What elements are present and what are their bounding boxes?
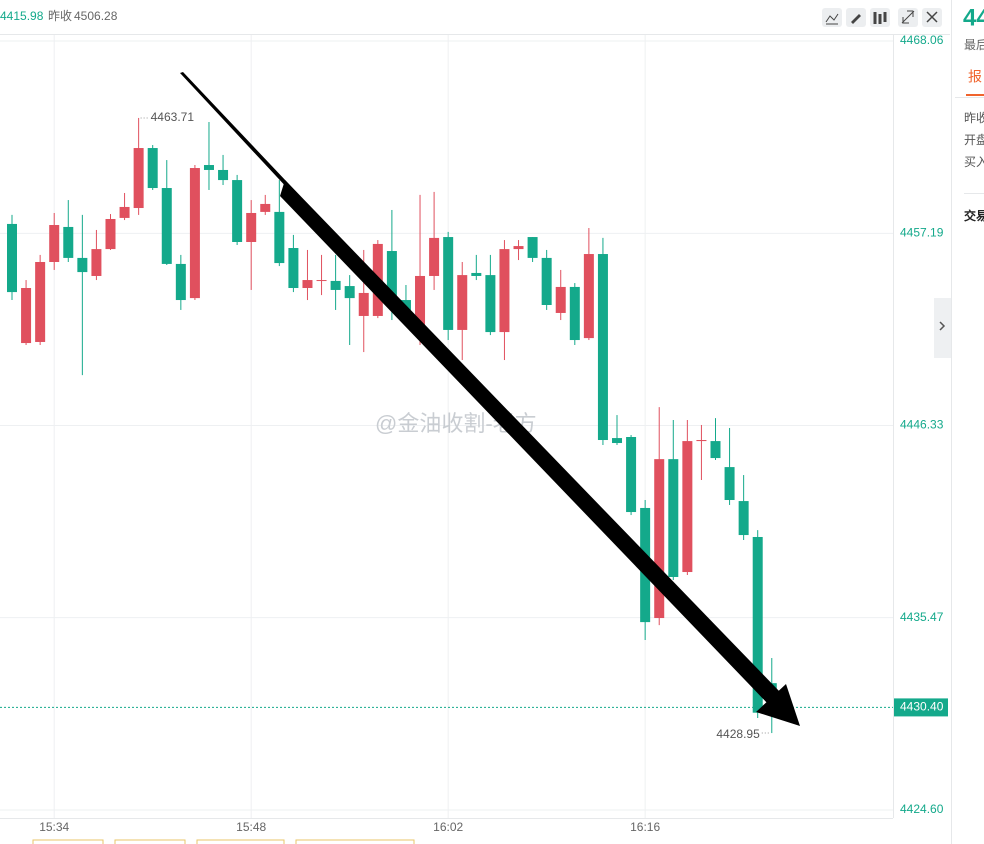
candle-body	[7, 223, 17, 293]
panel-row: 开盘	[964, 132, 984, 147]
y-tick-label: 4457.19	[900, 225, 944, 239]
candle-body	[654, 459, 665, 619]
candle-body	[386, 251, 397, 301]
tool-icon	[825, 13, 839, 25]
candle-body	[668, 459, 679, 577]
candle-body	[443, 237, 454, 330]
candle-body	[147, 148, 158, 189]
candle-body	[218, 169, 229, 181]
candle-body	[612, 438, 623, 444]
candle-body	[527, 237, 538, 258]
y-tick-label: 4424.60	[900, 802, 944, 816]
candle-body	[203, 165, 214, 170]
candle-body	[682, 441, 693, 573]
candle-body	[724, 467, 735, 501]
candle-body	[260, 203, 271, 212]
candle-body	[499, 249, 510, 333]
candle-body	[316, 280, 327, 282]
candle-body	[710, 441, 721, 459]
candle-body	[471, 272, 482, 276]
candle-body	[49, 225, 60, 262]
candle-body	[189, 168, 200, 299]
arrow-head	[756, 684, 800, 726]
y-tick-label: 4468.06	[900, 33, 944, 47]
candle-body	[429, 237, 440, 276]
candle-body	[119, 206, 130, 218]
tool-icon	[851, 14, 861, 24]
high-label: 4463.71	[151, 110, 195, 124]
candle-body	[738, 501, 749, 536]
arrow-shaft-thick	[280, 180, 780, 706]
panel-row: 昨收	[964, 111, 984, 125]
bottom-tab[interactable]	[32, 839, 104, 844]
panel-row: 买入	[964, 155, 984, 169]
panel-section: 交易	[964, 208, 984, 223]
candle-body	[21, 288, 32, 344]
y-tick-label: 4435.47	[900, 610, 944, 624]
low-label: 4428.95	[716, 727, 760, 741]
last-price-box	[894, 698, 948, 717]
header-price: 4415.98	[0, 9, 44, 23]
candle-body	[415, 275, 426, 330]
candle-body	[344, 286, 355, 299]
candle-body	[358, 292, 369, 316]
side-panel: 44 最后 报 昨收 开盘 买入 交易	[934, 4, 984, 358]
candle-body	[513, 246, 524, 250]
candle-body	[133, 148, 144, 209]
candle-body	[63, 226, 74, 258]
bottom-tab[interactable]	[114, 839, 186, 844]
candle-body	[35, 261, 46, 342]
bottom-tab[interactable]	[295, 839, 415, 844]
panel-sub: 最后	[964, 38, 984, 52]
candle-body	[457, 275, 468, 330]
x-tick-label: 15:48	[236, 820, 266, 834]
last-price-label: 4430.40	[900, 700, 944, 714]
candle-body	[232, 180, 243, 242]
candle-body	[569, 286, 580, 341]
candle-body	[555, 286, 566, 313]
tool-icon	[873, 12, 887, 24]
candle-body	[485, 275, 496, 333]
candle-body	[696, 440, 707, 442]
candle-body	[246, 212, 257, 242]
header-prev-close-label: 昨收	[48, 9, 72, 23]
candle-body	[161, 188, 172, 264]
x-tick-label: 16:02	[433, 820, 463, 834]
expand-icon	[939, 321, 946, 331]
tool-icon	[926, 11, 938, 23]
panel-tab[interactable]: 报	[968, 69, 982, 85]
candle-body	[583, 254, 594, 339]
candle-body	[91, 249, 102, 276]
toolbar	[822, 8, 942, 27]
candle-body	[541, 257, 552, 305]
tool-icon	[901, 10, 915, 24]
candle-body	[597, 254, 608, 441]
candle-body	[626, 437, 637, 513]
trend-arrow	[180, 72, 800, 726]
candle-body	[330, 280, 341, 290]
x-tick-label: 15:34	[39, 820, 69, 834]
header-prev-close: 4506.28	[74, 9, 118, 23]
bottom-tab[interactable]	[196, 839, 285, 844]
candle-body	[400, 300, 411, 310]
x-tick-label: 16:16	[630, 820, 660, 834]
candle-body	[105, 218, 116, 250]
candle-body	[302, 280, 313, 289]
candle-body	[288, 248, 299, 289]
candle-body	[752, 536, 763, 713]
y-tick-label: 4446.33	[900, 418, 944, 432]
panel-price: 44	[963, 4, 984, 31]
candle-body	[274, 211, 285, 264]
candle-body	[175, 263, 186, 301]
candle-body	[77, 257, 88, 273]
bottom-tabs	[32, 839, 415, 844]
